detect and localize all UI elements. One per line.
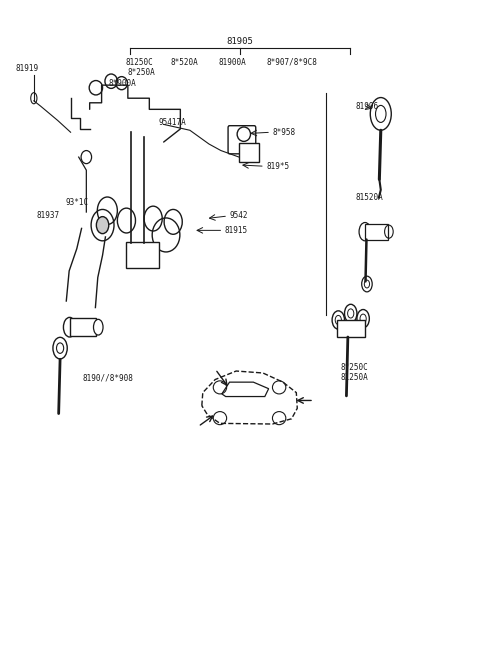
Polygon shape xyxy=(222,382,269,397)
Bar xyxy=(337,320,364,337)
Bar xyxy=(365,224,388,240)
Text: 819*5: 819*5 xyxy=(266,162,289,171)
Text: 8*900A: 8*900A xyxy=(109,79,136,87)
Text: 81919: 81919 xyxy=(16,64,39,73)
Text: 8*958: 8*958 xyxy=(273,127,296,137)
FancyBboxPatch shape xyxy=(228,125,256,154)
Ellipse shape xyxy=(96,217,109,234)
Text: 81937: 81937 xyxy=(36,212,60,221)
Text: 81520A: 81520A xyxy=(356,193,383,202)
Text: 81915: 81915 xyxy=(225,226,248,235)
Ellipse shape xyxy=(357,309,369,328)
Text: 9542: 9542 xyxy=(229,212,248,221)
Text: 81905: 81905 xyxy=(227,37,253,47)
Ellipse shape xyxy=(332,311,345,329)
Polygon shape xyxy=(202,371,297,424)
Text: 95417A: 95417A xyxy=(159,118,187,127)
Text: 8*250C: 8*250C xyxy=(340,363,368,373)
Bar xyxy=(126,242,159,268)
Ellipse shape xyxy=(94,319,103,335)
Bar xyxy=(239,143,259,162)
Text: 8190//8*908: 8190//8*908 xyxy=(83,373,133,382)
Ellipse shape xyxy=(345,304,357,323)
Text: 81900A: 81900A xyxy=(218,58,246,67)
Text: 81250A: 81250A xyxy=(340,373,368,382)
Text: 81996: 81996 xyxy=(356,102,379,110)
Text: 81250C: 81250C xyxy=(125,58,153,67)
Ellipse shape xyxy=(53,337,67,359)
Ellipse shape xyxy=(359,223,371,241)
Ellipse shape xyxy=(63,317,76,337)
Text: 8*520A: 8*520A xyxy=(171,58,199,67)
Ellipse shape xyxy=(370,97,391,130)
Text: 8*250A: 8*250A xyxy=(128,68,156,78)
Text: 93*1C: 93*1C xyxy=(66,198,89,208)
Ellipse shape xyxy=(362,276,372,292)
Bar xyxy=(70,318,96,336)
Text: 8*907/8*9C8: 8*907/8*9C8 xyxy=(266,58,317,67)
